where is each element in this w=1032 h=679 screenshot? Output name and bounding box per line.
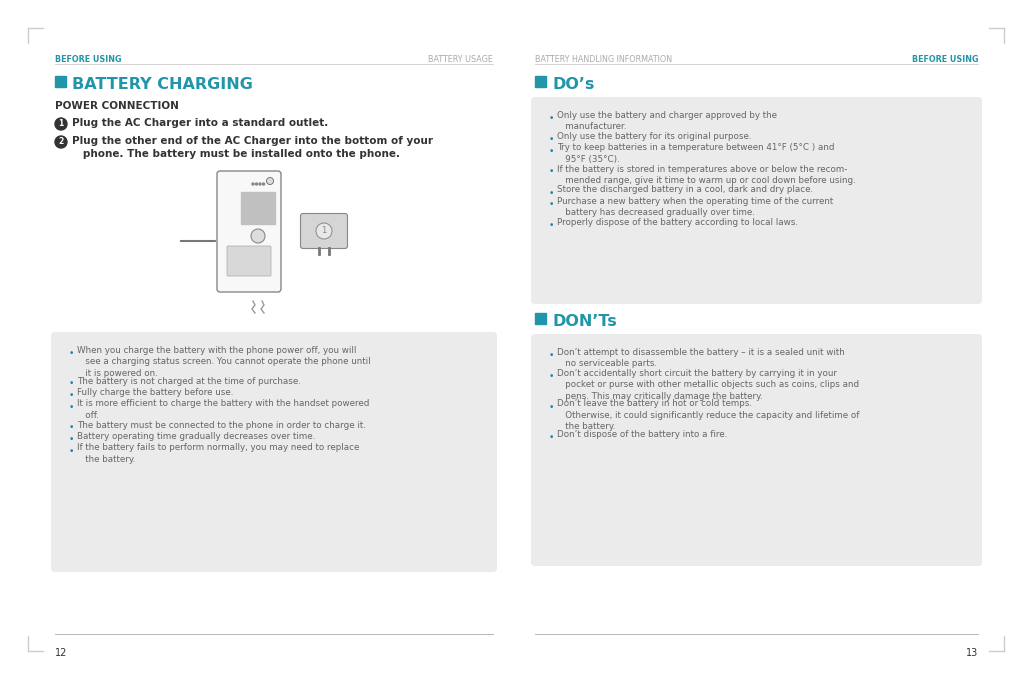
Text: Only use the battery for its original purpose.: Only use the battery for its original pu… bbox=[557, 132, 751, 141]
Text: Fully charge the battery before use.: Fully charge the battery before use. bbox=[77, 388, 233, 397]
Text: •: • bbox=[549, 200, 554, 209]
FancyBboxPatch shape bbox=[300, 213, 348, 249]
FancyBboxPatch shape bbox=[531, 334, 982, 566]
Text: •: • bbox=[69, 349, 74, 358]
Text: •: • bbox=[69, 391, 74, 400]
Text: •: • bbox=[69, 435, 74, 444]
Text: •: • bbox=[69, 403, 74, 411]
Text: DO’s: DO’s bbox=[552, 77, 594, 92]
Text: Purchase a new battery when the operating time of the current
   battery has dec: Purchase a new battery when the operatin… bbox=[557, 197, 833, 217]
Text: If the battery fails to perform normally, you may need to replace
   the battery: If the battery fails to perform normally… bbox=[77, 443, 359, 464]
Text: Store the discharged battery in a cool, dark and dry place.: Store the discharged battery in a cool, … bbox=[557, 185, 813, 194]
Text: BEFORE USING: BEFORE USING bbox=[55, 55, 122, 64]
Text: •: • bbox=[549, 372, 554, 381]
Text: 13: 13 bbox=[966, 648, 978, 658]
Text: 12: 12 bbox=[55, 648, 67, 658]
Text: •: • bbox=[549, 221, 554, 230]
Text: Don’t dispose of the battery into a fire.: Don’t dispose of the battery into a fire… bbox=[557, 430, 728, 439]
Circle shape bbox=[316, 223, 332, 239]
Text: BEFORE USING: BEFORE USING bbox=[911, 55, 978, 64]
Text: •: • bbox=[549, 189, 554, 198]
Text: Properly dispose of the battery according to local laws.: Properly dispose of the battery accordin… bbox=[557, 218, 798, 227]
Circle shape bbox=[55, 136, 67, 148]
Text: Don’t leave the battery in hot or cold temps.
   Otherwise, it could significant: Don’t leave the battery in hot or cold t… bbox=[557, 399, 860, 431]
FancyBboxPatch shape bbox=[531, 97, 982, 304]
Text: •: • bbox=[549, 351, 554, 360]
Bar bbox=[241, 192, 275, 224]
Text: BATTERY CHARGING: BATTERY CHARGING bbox=[72, 77, 253, 92]
FancyBboxPatch shape bbox=[217, 171, 281, 292]
Circle shape bbox=[55, 118, 67, 130]
Circle shape bbox=[251, 229, 265, 243]
Bar bbox=[55, 76, 66, 87]
Text: It is more efficient to charge the battery with the handset powered
   off.: It is more efficient to charge the batte… bbox=[77, 399, 369, 420]
Circle shape bbox=[262, 183, 264, 185]
Text: •: • bbox=[549, 168, 554, 177]
Text: Plug the other end of the AC Charger into the bottom of your
   phone. The batte: Plug the other end of the AC Charger int… bbox=[72, 136, 433, 159]
Text: •: • bbox=[549, 114, 554, 123]
Circle shape bbox=[266, 177, 273, 185]
Text: When you charge the battery with the phone power off, you will
   see a charging: When you charge the battery with the pho… bbox=[77, 346, 370, 378]
Circle shape bbox=[256, 183, 258, 185]
Text: If the battery is stored in temperatures above or below the recom-
   mended ran: If the battery is stored in temperatures… bbox=[557, 164, 856, 185]
Text: BATTERY HANDLING INFORMATION: BATTERY HANDLING INFORMATION bbox=[535, 55, 672, 64]
Circle shape bbox=[259, 183, 261, 185]
Text: •: • bbox=[69, 380, 74, 388]
FancyBboxPatch shape bbox=[51, 332, 497, 572]
Text: POWER CONNECTION: POWER CONNECTION bbox=[55, 101, 179, 111]
Text: Plug the AC Charger into a standard outlet.: Plug the AC Charger into a standard outl… bbox=[72, 118, 328, 128]
Text: •: • bbox=[549, 135, 554, 144]
Text: Try to keep batteries in a temperature between 41°F (5°C ) and
   95°F (35°C).: Try to keep batteries in a temperature b… bbox=[557, 143, 835, 164]
Text: The battery is not charged at the time of purchase.: The battery is not charged at the time o… bbox=[77, 376, 301, 386]
Text: 2: 2 bbox=[59, 137, 64, 146]
Text: •: • bbox=[69, 424, 74, 433]
Bar bbox=[535, 76, 546, 87]
Bar bbox=[535, 313, 546, 324]
FancyBboxPatch shape bbox=[227, 246, 271, 276]
Text: •: • bbox=[549, 403, 554, 411]
Text: DON’Ts: DON’Ts bbox=[552, 314, 617, 329]
Circle shape bbox=[252, 183, 254, 185]
Text: 1: 1 bbox=[59, 119, 64, 128]
Text: •: • bbox=[549, 433, 554, 442]
Text: 1: 1 bbox=[321, 226, 326, 235]
Text: The battery must be connected to the phone in order to charge it.: The battery must be connected to the pho… bbox=[77, 420, 366, 430]
Text: Battery operating time gradually decreases over time.: Battery operating time gradually decreas… bbox=[77, 432, 315, 441]
Text: Don’t accidentally short circuit the battery by carrying it in your
   pocket or: Don’t accidentally short circuit the bat… bbox=[557, 369, 859, 401]
Text: •: • bbox=[549, 147, 554, 155]
Text: BATTERY USAGE: BATTERY USAGE bbox=[428, 55, 493, 64]
Text: Only use the battery and charger approved by the
   manufacturer.: Only use the battery and charger approve… bbox=[557, 111, 777, 132]
Text: •: • bbox=[69, 447, 74, 456]
Text: Don’t attempt to disassemble the battery – it is a sealed unit with
   no servic: Don’t attempt to disassemble the battery… bbox=[557, 348, 845, 369]
